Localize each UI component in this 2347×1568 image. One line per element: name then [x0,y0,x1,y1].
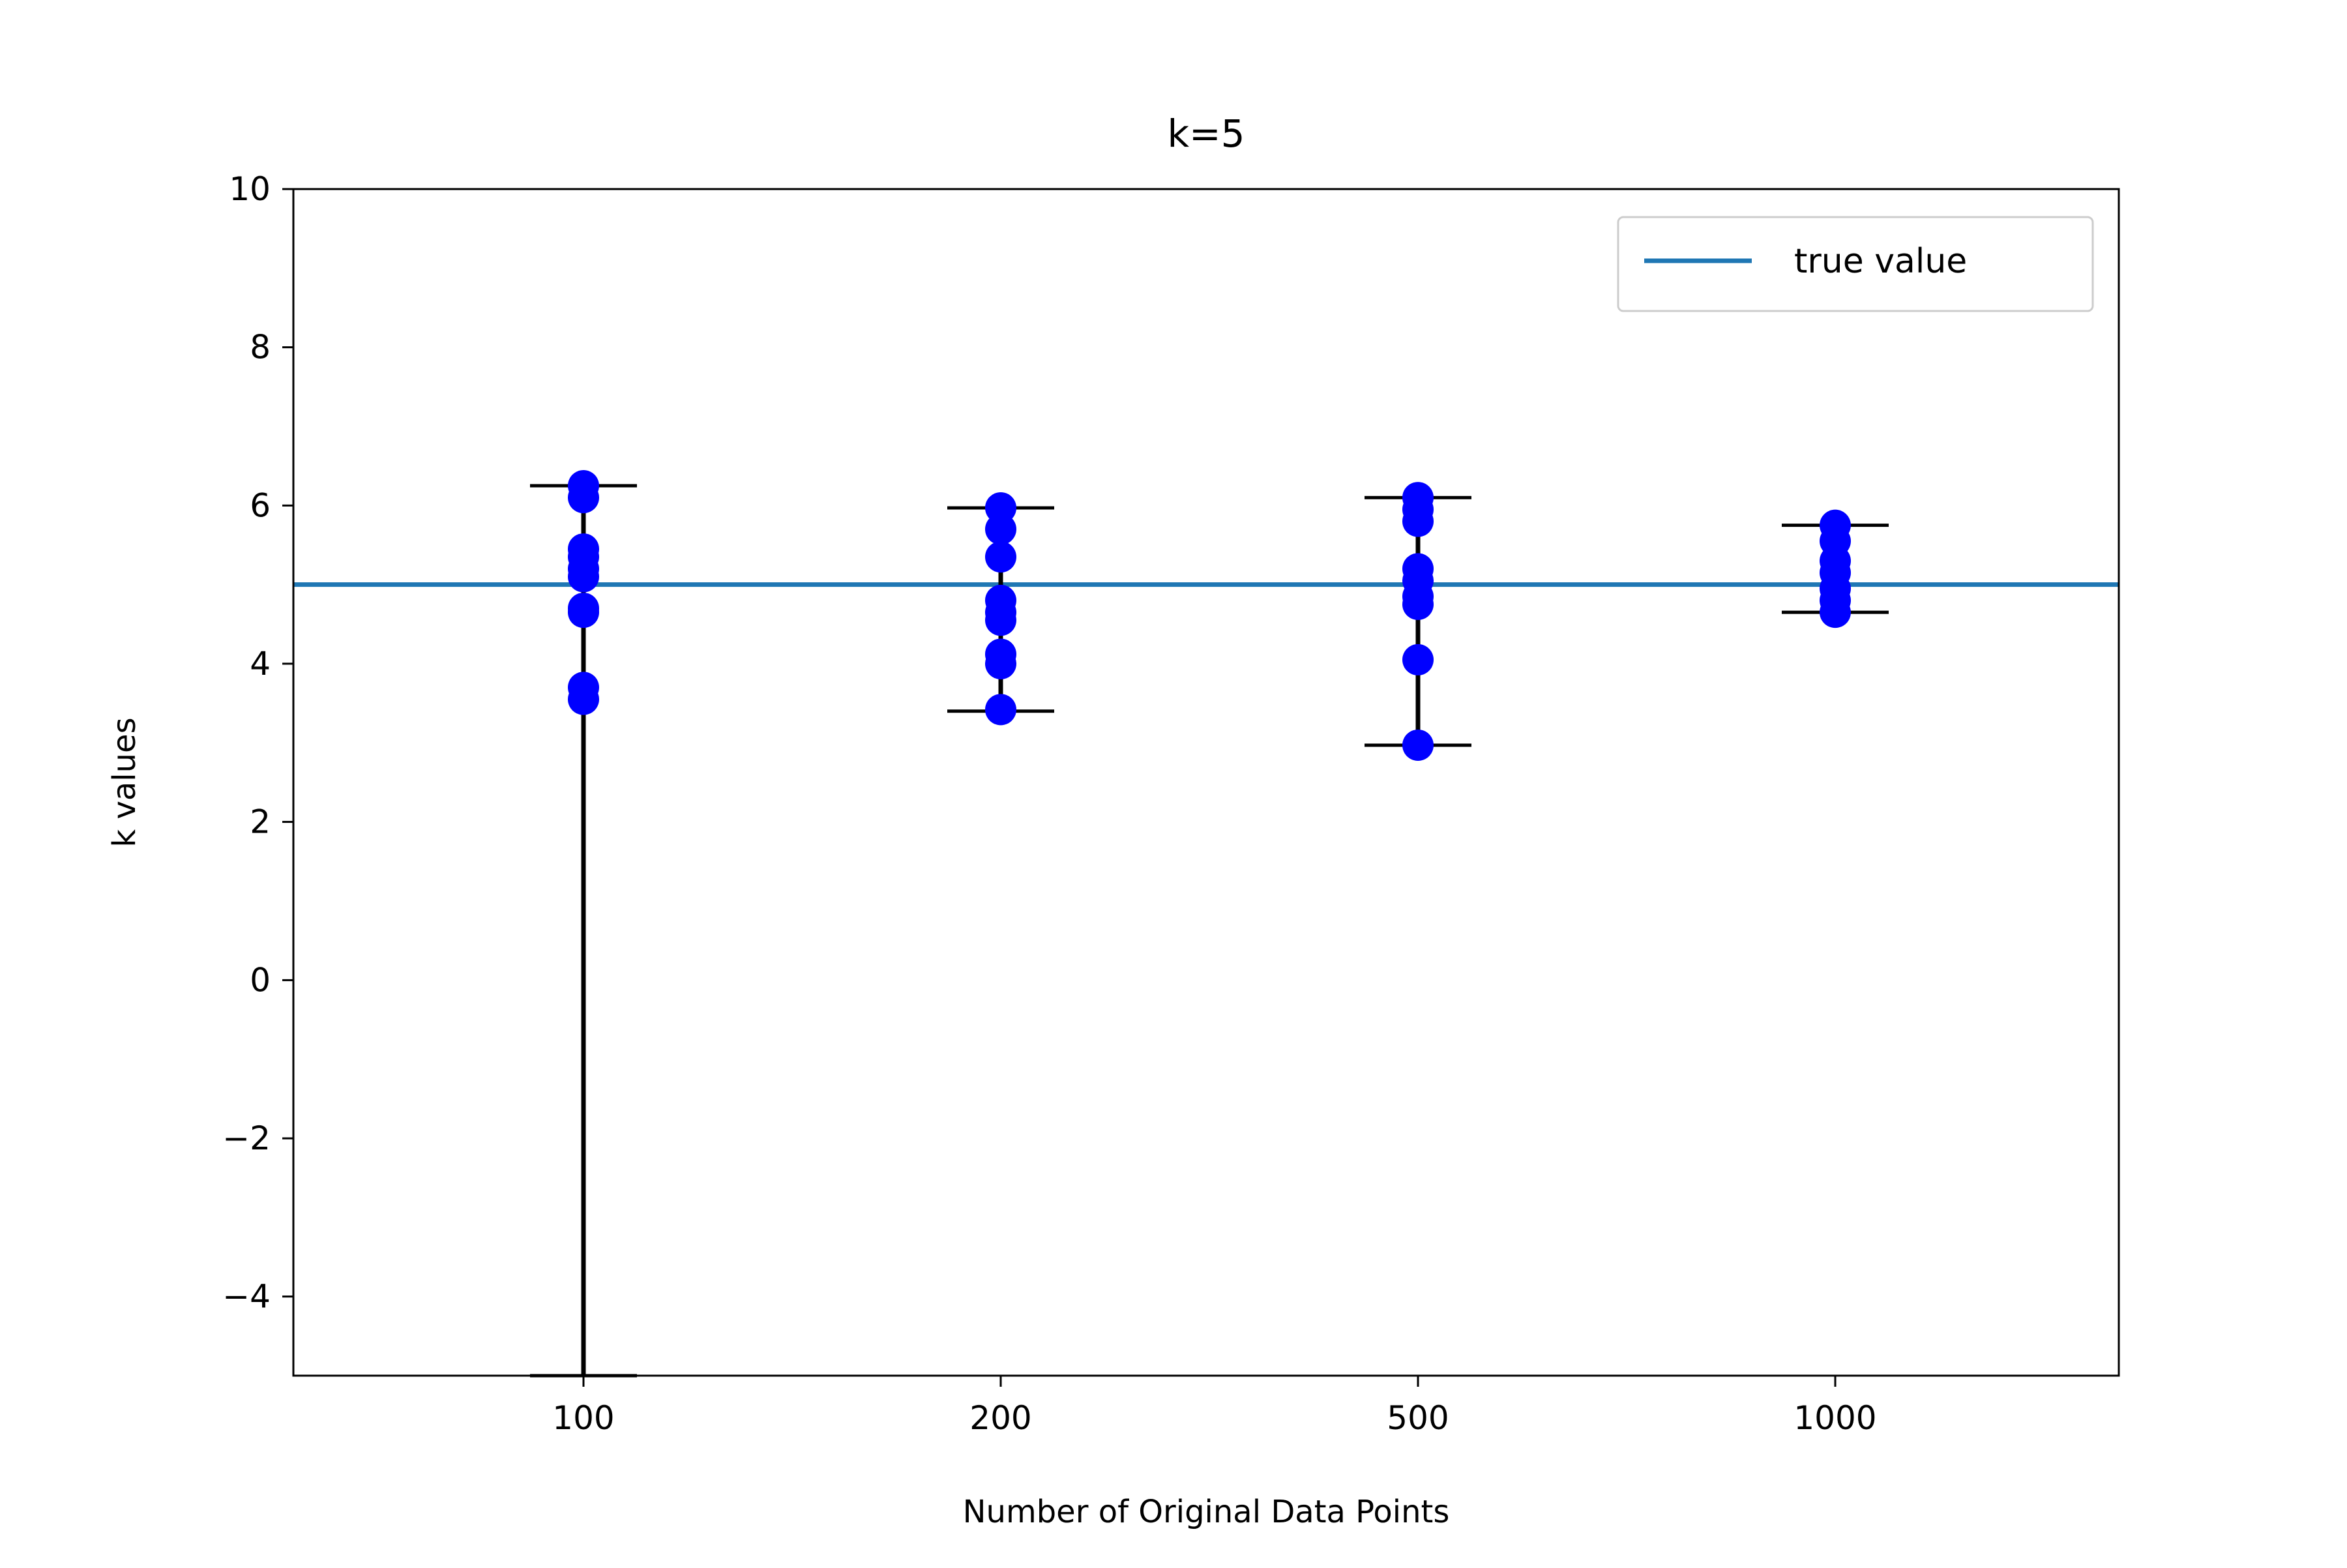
data-point-200-8 [985,694,1016,726]
y-tick-label-6: −2 [222,1119,271,1157]
legend-box [1617,216,2094,312]
x-axis-label: Number of Original Data Points [963,1494,1450,1530]
chart-title: k=5 [1167,111,1245,156]
plot-frame [292,188,2120,1377]
data-point-500-8 [1402,729,1434,761]
y-tick-label-2: 6 [250,486,271,524]
y-tick-label-4: 2 [250,803,271,841]
data-point-200-5 [985,604,1016,636]
x-tick-label-200: 200 [969,1399,1031,1437]
legend: true value [1617,216,2094,312]
data-point-500-6 [1402,589,1434,620]
y-tick-label-5: 0 [250,961,271,999]
data-point-200-7 [985,648,1016,679]
data-point-100-7 [568,597,599,629]
data-point-200-2 [985,541,1016,573]
y-tick-label-7: −4 [222,1278,271,1316]
legend-label: true value [1794,242,1967,281]
y-axis-label: k values [106,717,143,847]
data-point-100-9 [568,683,599,715]
y-axis: 10 8 6 4 2 0 −2 −4 [222,170,293,1316]
data-point-500-7 [1402,643,1434,675]
plot-area-background [293,189,2119,1376]
y-tick-label-1: 8 [250,329,271,366]
data-point-1000-6 [1820,597,1851,629]
x-tick-label-500: 500 [1387,1399,1449,1437]
data-point-500-2 [1402,505,1434,537]
x-tick-label-100: 100 [552,1399,614,1437]
points-layer [568,470,1851,761]
x-tick-label-1000: 1000 [1793,1399,1876,1437]
data-point-200-1 [985,513,1016,545]
y-tick-label-3: 4 [250,645,271,683]
data-point-100-1 [568,482,599,514]
y-tick-label-0: 10 [229,170,271,208]
data-point-100-5 [568,561,599,593]
x-axis: 100 200 500 1000 [552,1376,1877,1437]
